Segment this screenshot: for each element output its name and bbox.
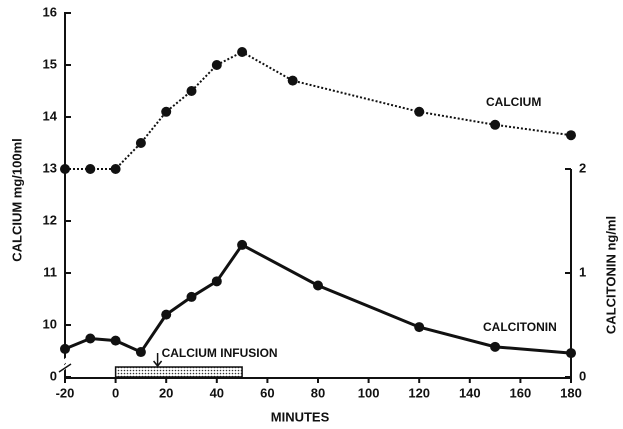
- infusion-arrow: [153, 353, 163, 368]
- data-point: [566, 130, 576, 141]
- y2-tick-label: 2: [579, 160, 586, 175]
- y2-axis-label: CALCITONIN ng/ml: [603, 216, 618, 334]
- y-axis-label: CALCIUM mg/100ml: [9, 138, 24, 262]
- data-point: [490, 119, 501, 130]
- x-tick-label: 20: [159, 385, 173, 400]
- data-point: [161, 106, 172, 117]
- data-point: [110, 164, 121, 174]
- data-point: [186, 291, 197, 302]
- y2-tick-label: 0: [579, 368, 586, 383]
- annotation: CALCIUM INFUSION: [162, 346, 278, 360]
- x-tick-label: 140: [459, 385, 481, 400]
- data-point: [490, 341, 501, 352]
- x-tick-label: 80: [311, 385, 325, 400]
- x-tick-label: 180: [560, 385, 582, 400]
- infusion-bar: [114, 366, 243, 378]
- data-point: [414, 106, 425, 117]
- y2-tick-label: 1: [579, 264, 586, 279]
- x-tick-label: -20: [56, 385, 75, 400]
- series-line: [65, 50, 572, 170]
- data-point: [85, 333, 96, 344]
- x-tick-label: 100: [358, 385, 380, 400]
- data-point: [161, 309, 172, 320]
- y-tick-label: 12: [43, 212, 57, 227]
- data-point: [135, 347, 146, 358]
- data-point: [566, 348, 576, 359]
- axis-break: [58, 363, 72, 373]
- series-line: [64, 242, 572, 355]
- data-point: [287, 75, 298, 86]
- y-tick-label: 16: [43, 4, 57, 19]
- series-label: CALCIUM: [486, 95, 541, 109]
- data-point: [237, 47, 248, 57]
- y-tick-label: 14: [43, 108, 58, 123]
- data-point: [60, 164, 70, 174]
- data-point: [414, 322, 425, 333]
- data-point: [135, 138, 146, 148]
- x-tick-label: 0: [112, 385, 119, 400]
- x-tick-label: 160: [510, 385, 532, 400]
- data-point: [313, 280, 323, 291]
- data-point: [186, 86, 197, 96]
- series-label: CALCITONIN: [483, 320, 557, 334]
- data-point: [85, 164, 96, 174]
- data-point: [211, 276, 222, 287]
- y-tick-label: 13: [43, 160, 57, 175]
- x-tick-label: 120: [408, 385, 430, 400]
- data-point: [237, 239, 248, 250]
- data-point: [211, 60, 222, 70]
- y-tick-label: 0: [50, 368, 57, 383]
- x-tick-label: 60: [260, 385, 274, 400]
- x-axis-label: MINUTES: [271, 409, 330, 424]
- y-tick-label: 11: [43, 264, 57, 279]
- data-point: [60, 343, 70, 354]
- y-tick-label: 10: [43, 316, 57, 331]
- x-tick-label: 40: [210, 385, 224, 400]
- data-point: [110, 335, 121, 346]
- y-tick-label: 15: [43, 56, 57, 71]
